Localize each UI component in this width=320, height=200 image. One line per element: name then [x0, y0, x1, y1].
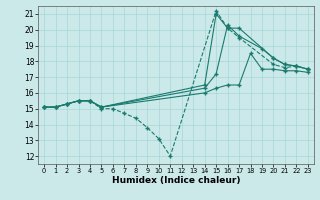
X-axis label: Humidex (Indice chaleur): Humidex (Indice chaleur): [112, 176, 240, 185]
